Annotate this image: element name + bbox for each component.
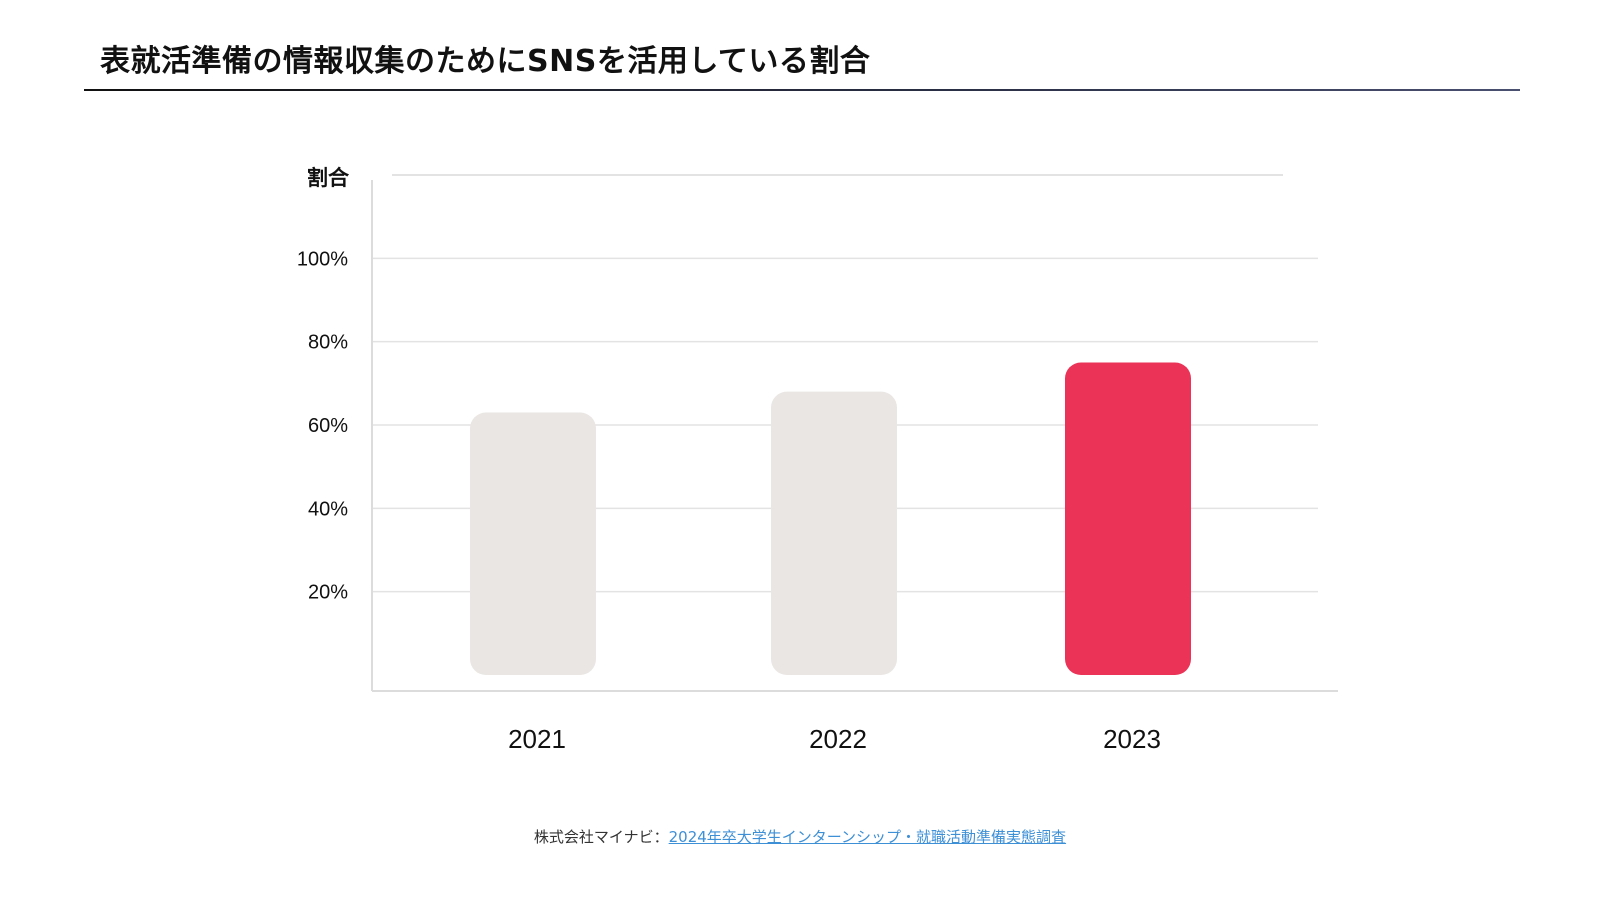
page-title: 表就活準備の情報収集のためにSNSを活用している割合 [100, 44, 871, 79]
source-link[interactable]: 2024年卒大学生インターンシップ・就職活動準備実態調査 [668, 828, 1067, 846]
bar-2021 [470, 412, 596, 675]
y-tick-label: 60% [308, 415, 348, 437]
title-divider [84, 89, 1520, 91]
bar-2022 [771, 391, 897, 675]
x-tick-label: 2022 [809, 724, 867, 754]
source-prefix: 株式会社マイナビ： [533, 828, 669, 846]
x-tick-label: 2021 [508, 724, 566, 754]
y-tick-label: 20% [308, 582, 348, 604]
y-tick-label: 80% [308, 332, 348, 354]
bar-2023 [1065, 362, 1191, 675]
x-tick-label: 2023 [1103, 724, 1161, 754]
y-tick-label: 40% [308, 498, 348, 520]
y-tick-label: 100% [297, 248, 348, 270]
y-axis-title: 割合 [307, 166, 350, 190]
source-citation: 株式会社マイナビ：2024年卒大学生インターンシップ・就職活動準備実態調査 [0, 826, 1600, 847]
